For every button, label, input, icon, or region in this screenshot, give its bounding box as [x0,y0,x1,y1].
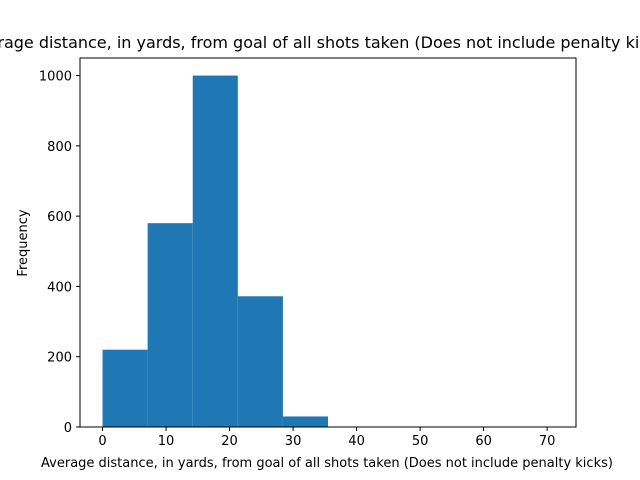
histogram-bar [147,223,193,427]
y-tick-label: 600 [47,210,72,225]
y-axis-ticks: 0 200 400 600 800 1000 [39,70,80,436]
x-tick-label: 0 [98,434,106,449]
x-tick-label: 60 [475,434,492,449]
axes-frame [79,57,577,428]
x-tick-label: 10 [158,434,175,449]
x-tick-label: 70 [539,434,556,449]
y-tick-label: 0 [64,421,72,436]
x-axis-label: Average distance, in yards, from goal of… [41,456,613,471]
x-tick-label: 30 [285,434,302,449]
y-tick-label: 1000 [39,70,72,85]
histogram-bar [192,75,238,428]
x-tick-label: 50 [412,434,429,449]
y-axis-label: Frequency [16,209,31,276]
y-tick-label: 800 [47,140,72,155]
x-axis-ticks: 0 10 20 30 40 50 60 70 [98,427,555,449]
chart-title: Average distance, in yards, from goal of… [0,33,640,52]
histogram-bar [282,416,328,427]
x-tick-label: 40 [348,434,365,449]
bars-group [102,75,554,428]
x-tick-label: 20 [221,434,238,449]
histogram-bar [237,296,283,427]
histogram-bar [102,349,148,427]
y-tick-label: 400 [47,280,72,295]
y-tick-label: 200 [47,351,72,366]
